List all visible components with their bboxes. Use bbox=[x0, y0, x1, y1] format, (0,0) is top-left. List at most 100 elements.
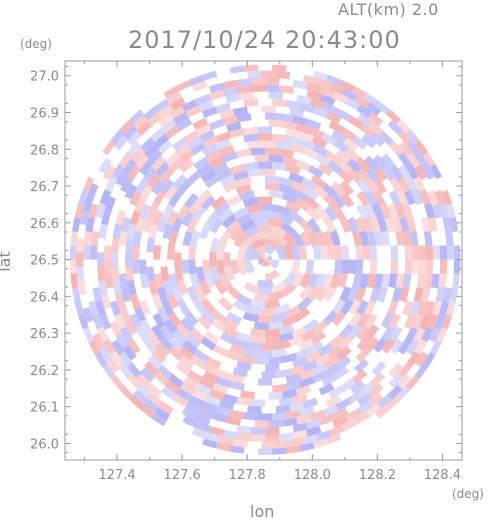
radar-cell bbox=[397, 374, 412, 390]
radar-cell bbox=[161, 119, 177, 134]
radar-cell bbox=[176, 299, 190, 315]
radar-cell bbox=[305, 206, 321, 222]
y-tick-label: 26.2 bbox=[30, 364, 59, 379]
radar-cell bbox=[151, 179, 165, 195]
radar-cell bbox=[354, 286, 367, 303]
radar-cell bbox=[203, 272, 216, 289]
radar-cell bbox=[381, 325, 395, 342]
y-tick-label: 26.0 bbox=[30, 437, 59, 452]
radar-cell bbox=[124, 183, 138, 200]
radar-cell bbox=[265, 77, 280, 86]
radar-cell bbox=[243, 64, 259, 72]
radar-cell bbox=[380, 312, 394, 329]
radar-cell bbox=[356, 299, 369, 316]
radar-cell bbox=[329, 230, 341, 246]
radar-cell bbox=[340, 259, 350, 275]
radar-cell bbox=[92, 287, 103, 303]
radar-cell bbox=[155, 342, 170, 358]
radar-cell bbox=[405, 326, 418, 343]
radar-cell bbox=[314, 272, 327, 289]
radar-cell bbox=[379, 203, 392, 220]
radar-cell bbox=[265, 259, 273, 265]
radar-cell bbox=[282, 271, 297, 287]
radar-cell bbox=[414, 339, 428, 355]
radar-cell bbox=[312, 244, 322, 260]
radar-cell bbox=[309, 98, 326, 110]
radar-cell bbox=[229, 445, 245, 455]
radar-cell bbox=[376, 216, 388, 233]
radar-cell bbox=[272, 133, 288, 143]
radar-cell bbox=[69, 231, 79, 246]
radar-cell bbox=[151, 155, 167, 171]
radar-cell bbox=[340, 244, 350, 260]
radar-cell bbox=[211, 412, 228, 423]
radar-cell bbox=[164, 125, 181, 140]
radar-cell bbox=[151, 348, 167, 364]
radar-cell bbox=[153, 370, 170, 386]
radar-cell bbox=[347, 324, 363, 340]
radar-cell bbox=[115, 209, 126, 226]
radar-cell bbox=[459, 231, 461, 246]
radar-cell bbox=[254, 154, 269, 163]
radar-cell bbox=[315, 286, 329, 302]
radar-cell bbox=[307, 217, 321, 234]
radar-cell bbox=[339, 79, 355, 92]
radar-cell bbox=[391, 286, 403, 303]
radar-cell bbox=[71, 216, 81, 233]
radar-cell bbox=[182, 339, 198, 355]
radar-cell bbox=[104, 176, 118, 193]
radar-cell bbox=[268, 454, 284, 455]
radar-cell bbox=[126, 164, 141, 181]
radar-cell bbox=[172, 394, 189, 408]
radar-cell bbox=[228, 373, 245, 384]
radar-cell bbox=[377, 394, 393, 409]
radar-cell bbox=[151, 413, 167, 427]
radar-cell bbox=[147, 86, 164, 100]
radar-cell bbox=[139, 299, 151, 316]
radar-cell bbox=[312, 184, 329, 199]
radar-cell bbox=[236, 85, 252, 94]
radar-cell bbox=[301, 177, 317, 191]
radar-cell bbox=[216, 244, 226, 260]
radar-cell bbox=[378, 130, 394, 146]
radar-cell bbox=[426, 189, 439, 206]
radar-cell bbox=[130, 147, 146, 163]
radar-cell bbox=[222, 115, 238, 126]
radar-cell bbox=[294, 307, 311, 322]
radar-cell bbox=[278, 148, 295, 159]
radar-cell bbox=[161, 203, 175, 220]
radar-cell bbox=[373, 191, 386, 207]
radar-cell bbox=[316, 78, 332, 90]
radar-cell bbox=[219, 174, 236, 187]
radar-cell bbox=[182, 415, 199, 428]
radar-cell bbox=[425, 245, 434, 260]
radar-cell bbox=[366, 273, 377, 289]
radar-cell bbox=[405, 339, 420, 356]
radar-cell bbox=[321, 132, 338, 146]
radar-cell bbox=[352, 273, 363, 289]
radar-cell bbox=[295, 347, 312, 360]
radar-cell bbox=[239, 190, 255, 202]
radar-cell bbox=[275, 404, 291, 414]
radar-cell bbox=[168, 373, 184, 388]
radar-cell bbox=[171, 137, 188, 152]
radar-cell bbox=[232, 367, 248, 378]
radar-cell bbox=[282, 389, 298, 399]
radar-cell bbox=[369, 244, 378, 260]
radar-cell bbox=[356, 178, 371, 195]
radar-cell bbox=[193, 286, 207, 303]
radar-cell bbox=[195, 266, 206, 282]
radar-cell bbox=[193, 348, 210, 363]
radar-cell bbox=[412, 327, 426, 343]
radar-cell bbox=[105, 357, 120, 373]
radar-cell bbox=[176, 180, 191, 196]
radar-cell bbox=[225, 416, 241, 426]
radar-cell bbox=[249, 210, 266, 220]
radar-cell bbox=[333, 365, 350, 380]
radar-cell bbox=[139, 273, 150, 289]
radar-cell bbox=[348, 430, 365, 444]
radar-cell bbox=[229, 226, 245, 242]
radar-cell bbox=[397, 152, 412, 168]
radar-cell bbox=[370, 372, 386, 387]
radar-cell bbox=[282, 243, 294, 260]
